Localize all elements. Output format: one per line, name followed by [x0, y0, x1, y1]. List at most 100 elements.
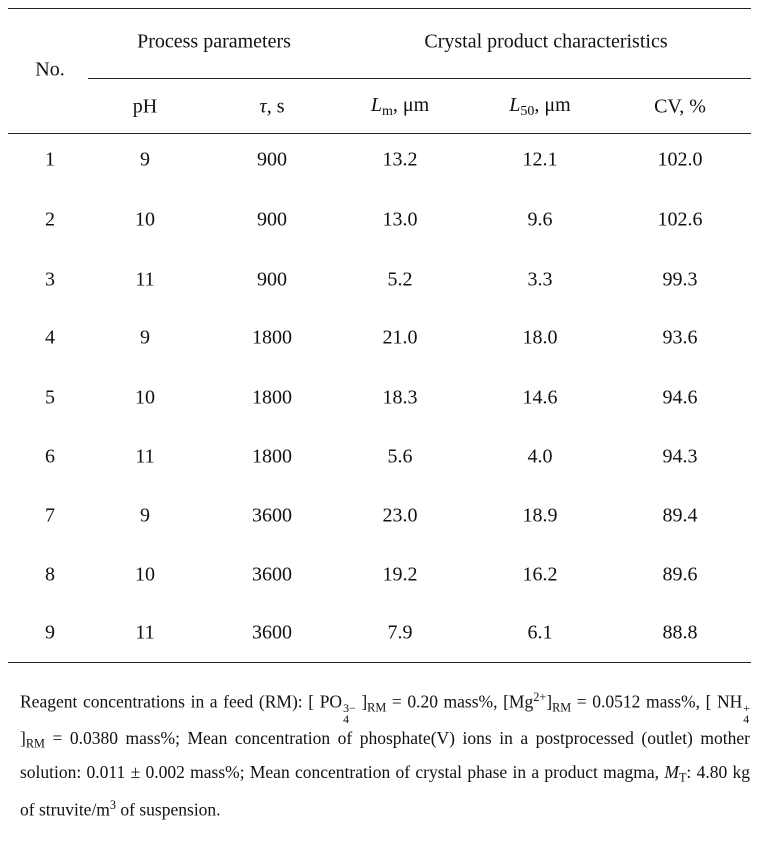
text: ]: [546, 691, 553, 712]
footnote: Reagent concentrations in a feed (RM): […: [20, 684, 750, 824]
text: , μm: [392, 93, 430, 116]
table-cell: 7.9: [387, 621, 413, 644]
table-cell: 1800: [252, 326, 292, 349]
table-cell: 88.8: [662, 621, 698, 644]
table-cell: 94.6: [662, 386, 698, 409]
table-cell: 89.4: [662, 504, 698, 527]
table-cell: 102.0: [657, 148, 703, 171]
superscript: 3: [109, 797, 117, 812]
bottom-rule: [8, 662, 751, 663]
table-cell: 10: [135, 208, 155, 231]
text: pH: [132, 95, 158, 118]
table-cell: 5: [45, 386, 55, 409]
text: = 0.0380 mass%; Mean concentration of ph…: [20, 728, 750, 782]
text: Reagent concentrations in a feed (RM): [: [20, 691, 320, 712]
table-cell: 18.0: [522, 326, 558, 349]
table-cell: 9: [140, 504, 150, 527]
text: = 0.0512 mass%, [: [571, 691, 718, 712]
subscript: RM: [552, 700, 572, 715]
table-cell: 4: [45, 326, 55, 349]
table-cell: 11: [135, 621, 155, 644]
column-header: pH: [133, 96, 157, 119]
table-cell: 9: [140, 148, 150, 171]
table-cell: 94.3: [662, 445, 698, 468]
text: L: [509, 93, 521, 116]
column-header: Lm, μm: [371, 94, 429, 120]
table-cell: 900: [257, 208, 287, 231]
text: , μm: [534, 93, 571, 116]
table-cell: 4.0: [527, 445, 553, 468]
stacked-index: +4: [743, 700, 751, 727]
table-cell: 6: [45, 445, 55, 468]
table-cell: 5.6: [387, 445, 413, 468]
table-cell: 2: [45, 208, 55, 231]
text: = 0.20 mass%, [Mg: [386, 691, 534, 712]
text: τ: [259, 95, 267, 118]
stacked-index: 3− 4: [343, 700, 356, 727]
text: CV, %: [654, 95, 706, 118]
table-cell: 13.0: [382, 208, 418, 231]
table-cell: 1800: [252, 445, 292, 468]
formula: NH: [717, 691, 743, 712]
header-group: Crystal product characteristics: [424, 30, 668, 53]
column-header: τ, s: [260, 96, 285, 119]
text: ]: [355, 691, 368, 712]
table-cell: 11: [135, 445, 155, 468]
table-cell: 1800: [252, 386, 292, 409]
superscript: 2+: [533, 690, 547, 704]
table-cell: 9: [45, 621, 55, 644]
table-cell: 16.2: [522, 563, 558, 586]
column-header: CV, %: [654, 96, 706, 119]
table-cell: 18.9: [522, 504, 558, 527]
table-cell: 3: [45, 268, 55, 291]
header-group: Process parameters: [137, 30, 291, 53]
text: L: [370, 93, 382, 116]
superscript: 3−: [343, 700, 356, 715]
table-cell: 13.2: [382, 148, 418, 171]
table-cell: 93.6: [662, 326, 698, 349]
subscript: 4: [343, 712, 350, 727]
table-cell: 19.2: [382, 563, 418, 586]
table-cell: 10: [135, 563, 155, 586]
table-cell: 12.1: [522, 148, 558, 171]
superscript: +: [743, 700, 751, 715]
text: : 4.80 kg of struvite/m: [20, 761, 750, 820]
group-rule: [88, 78, 751, 79]
subscript: RM: [25, 737, 45, 752]
table-cell: 6.1: [527, 621, 553, 644]
text: ]: [20, 728, 26, 749]
table-cell: 21.0: [382, 326, 418, 349]
table-cell: 89.6: [662, 563, 698, 586]
header-no: No.: [35, 58, 65, 81]
subscript: RM: [367, 700, 387, 715]
top-rule: [8, 8, 751, 9]
table-cell: 11: [135, 268, 155, 291]
subscript: 50: [520, 104, 535, 120]
table-cell: 102.6: [657, 208, 703, 231]
table-cell: 10: [135, 386, 155, 409]
table-cell: 3600: [252, 621, 292, 644]
text: , s: [266, 95, 285, 118]
table-cell: 14.6: [522, 386, 558, 409]
table-cell: 7: [45, 504, 55, 527]
column-header: L50, μm: [509, 94, 570, 120]
subscript: 4: [743, 712, 750, 727]
table-cell: 18.3: [382, 386, 418, 409]
table-cell: 23.0: [382, 504, 418, 527]
table-cell: 8: [45, 563, 55, 586]
table-cell: 99.3: [662, 268, 698, 291]
table-cell: 3600: [252, 563, 292, 586]
table-cell: 9: [140, 326, 150, 349]
table-cell: 900: [257, 148, 287, 171]
text: of suspension.: [116, 799, 221, 820]
table-cell: 5.2: [387, 268, 413, 291]
table-cell: 1: [45, 148, 55, 171]
table-cell: 9.6: [527, 208, 553, 231]
table-cell: 3600: [252, 504, 292, 527]
header-rule: [8, 133, 751, 134]
table-cell: 3.3: [527, 268, 553, 291]
table-cell: 900: [257, 268, 287, 291]
formula: PO: [319, 691, 343, 712]
text: M: [664, 761, 679, 782]
